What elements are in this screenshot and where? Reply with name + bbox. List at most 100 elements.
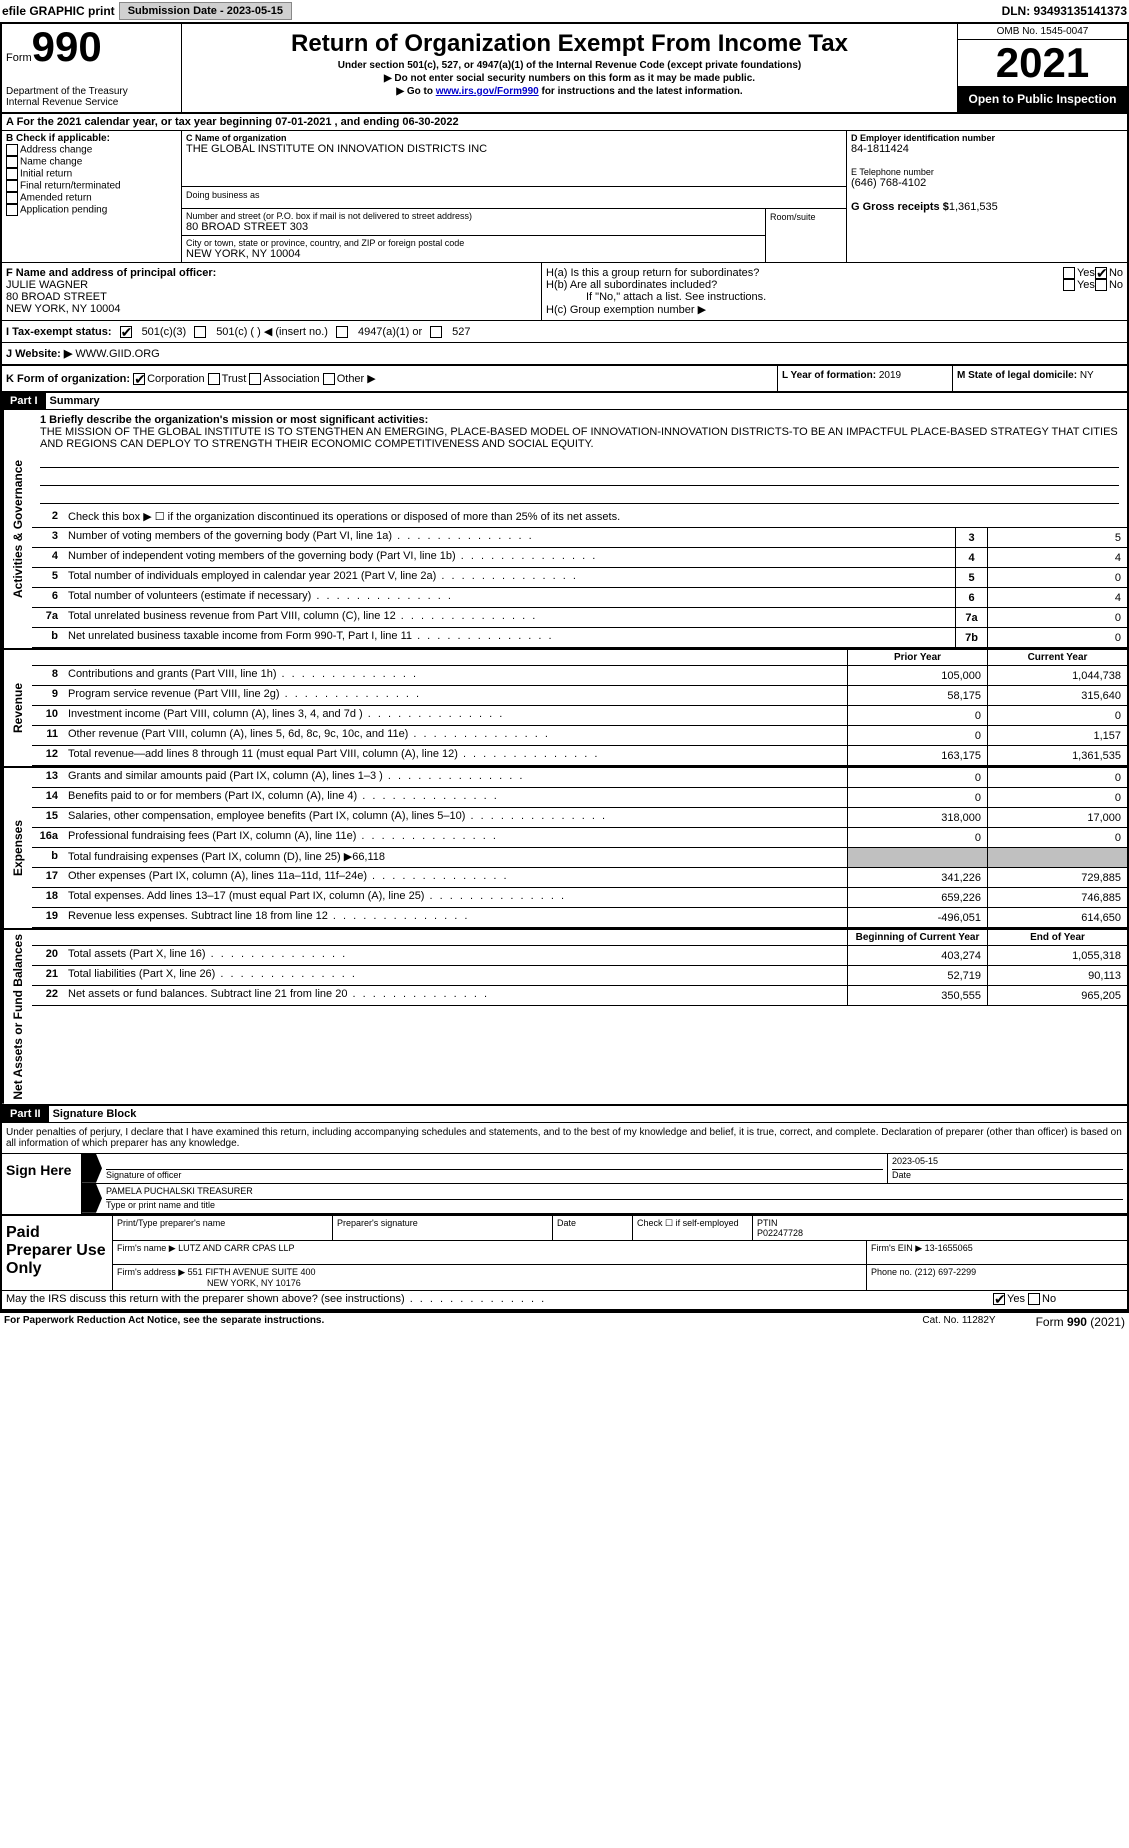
sig-arrow-icon xyxy=(82,1184,102,1213)
summary-line: 19Revenue less expenses. Subtract line 1… xyxy=(32,908,1127,928)
form-subtitle-2: ▶ Do not enter social security numbers o… xyxy=(190,73,949,84)
summary-line: 4Number of independent voting members of… xyxy=(32,548,1127,568)
cb-initial-return[interactable] xyxy=(6,168,18,180)
part1-header: Part I xyxy=(2,393,46,409)
cb-address-change[interactable] xyxy=(6,144,18,156)
cb-pending[interactable] xyxy=(6,204,18,216)
cb-ha-yes[interactable] xyxy=(1063,267,1075,279)
cb-527[interactable] xyxy=(430,326,442,338)
cb-corp[interactable] xyxy=(133,373,145,385)
dln-label: DLN: 93493135141373 xyxy=(1002,4,1127,18)
col-d-ids: D Employer identification number84-18114… xyxy=(847,131,1127,262)
end-year-hdr: End of Year xyxy=(987,930,1127,945)
part2-header: Part II xyxy=(2,1106,49,1122)
cb-hb-yes[interactable] xyxy=(1063,279,1075,291)
h-block: H(a) Is this a group return for subordin… xyxy=(542,263,1127,320)
phone-value: (646) 768-4102 xyxy=(851,177,1123,189)
col-c-org: C Name of organization THE GLOBAL INSTIT… xyxy=(182,131,847,262)
paid-preparer-label: Paid Preparer Use Only xyxy=(2,1216,112,1290)
officer-block: F Name and address of principal officer:… xyxy=(2,263,542,320)
summary-line: 12Total revenue—add lines 8 through 11 (… xyxy=(32,746,1127,766)
part1-title: Summary xyxy=(46,393,104,409)
cb-501c3[interactable] xyxy=(120,326,132,338)
form-id-block: Form990 Department of the TreasuryIntern… xyxy=(2,24,182,112)
page-footer: For Paperwork Reduction Act Notice, see … xyxy=(0,1312,1129,1331)
summary-line: 20Total assets (Part X, line 16)403,2741… xyxy=(32,946,1127,966)
summary-line: 3Number of voting members of the governi… xyxy=(32,528,1127,548)
header-title-block: Return of Organization Exempt From Incom… xyxy=(182,24,957,112)
l-year: L Year of formation: 2019 xyxy=(777,366,952,391)
summary-line: 17Other expenses (Part IX, column (A), l… xyxy=(32,868,1127,888)
summary-line: 6Total number of volunteers (estimate if… xyxy=(32,588,1127,608)
summary-line: 18Total expenses. Add lines 13–17 (must … xyxy=(32,888,1127,908)
submission-date-button[interactable]: Submission Date - 2023-05-15 xyxy=(119,2,292,20)
col-b-checkboxes: B Check if applicable: Address change Na… xyxy=(2,131,182,262)
efile-label: efile GRAPHIC print xyxy=(2,4,115,18)
summary-line: 16aProfessional fundraising fees (Part I… xyxy=(32,828,1127,848)
cb-other[interactable] xyxy=(323,373,335,385)
website-row: J Website: ▶ WWW.GIID.ORG xyxy=(2,343,1127,366)
summary-line: 11Other revenue (Part VIII, column (A), … xyxy=(32,726,1127,746)
side-net: Net Assets or Fund Balances xyxy=(2,930,32,1104)
mission-block: 1 Briefly describe the organization's mi… xyxy=(32,410,1127,508)
summary-line: 9Program service revenue (Part VIII, lin… xyxy=(32,686,1127,706)
dept-label: Department of the TreasuryInternal Reven… xyxy=(6,86,177,108)
officer-name: PAMELA PUCHALSKI TREASURER xyxy=(106,1186,1123,1200)
side-governance: Activities & Governance xyxy=(2,410,32,648)
sign-here-label: Sign Here xyxy=(2,1154,82,1214)
sig-arrow-icon xyxy=(82,1154,102,1183)
firm-phone: (212) 697-2299 xyxy=(915,1267,977,1277)
row-a: A For the 2021 calendar year, or tax yea… xyxy=(2,114,1127,131)
summary-line: 7aTotal unrelated business revenue from … xyxy=(32,608,1127,628)
cb-final-return[interactable] xyxy=(6,180,18,192)
org-name: THE GLOBAL INSTITUTE ON INNOVATION DISTR… xyxy=(186,143,842,155)
cb-4947[interactable] xyxy=(336,326,348,338)
summary-line: bNet unrelated business taxable income f… xyxy=(32,628,1127,648)
ptin-value: P02247728 xyxy=(757,1228,1123,1238)
firm-name: LUTZ AND CARR CPAS LLP xyxy=(178,1243,294,1253)
cb-501c[interactable] xyxy=(194,326,206,338)
prior-year-hdr: Prior Year xyxy=(847,650,987,665)
beg-year-hdr: Beginning of Current Year xyxy=(847,930,987,945)
summary-line: 15Salaries, other compensation, employee… xyxy=(32,808,1127,828)
summary-line: 22Net assets or fund balances. Subtract … xyxy=(32,986,1127,1006)
cb-amended[interactable] xyxy=(6,192,18,204)
summary-line: 5Total number of individuals employed in… xyxy=(32,568,1127,588)
current-year-hdr: Current Year xyxy=(987,650,1127,665)
m-state: M State of legal domicile: NY xyxy=(952,366,1127,391)
tax-status-row: I Tax-exempt status: 501(c)(3) 501(c) ( … xyxy=(2,321,1127,343)
org-address: 80 BROAD STREET 303 xyxy=(186,221,761,233)
cb-discuss-yes[interactable] xyxy=(993,1293,1005,1305)
summary-line: 8Contributions and grants (Part VIII, li… xyxy=(32,666,1127,686)
website-value: WWW.GIID.ORG xyxy=(75,348,159,360)
irs-link[interactable]: www.irs.gov/Form990 xyxy=(436,86,539,97)
cb-assoc[interactable] xyxy=(249,373,261,385)
form-subtitle-1: Under section 501(c), 527, or 4947(a)(1)… xyxy=(190,60,949,71)
omb-label: OMB No. 1545-0047 xyxy=(958,24,1127,40)
gross-receipts: 1,361,535 xyxy=(949,201,998,213)
form-title: Return of Organization Exempt From Incom… xyxy=(190,30,949,58)
tax-year: 2021 xyxy=(958,40,1127,86)
firm-ein: 13-1655065 xyxy=(925,1243,973,1253)
summary-line: 10Investment income (Part VIII, column (… xyxy=(32,706,1127,726)
cb-ha-no[interactable] xyxy=(1095,267,1107,279)
cb-name-change[interactable] xyxy=(6,156,18,168)
cb-trust[interactable] xyxy=(208,373,220,385)
part2-title: Signature Block xyxy=(49,1106,141,1122)
summary-line: 13Grants and similar amounts paid (Part … xyxy=(32,768,1127,788)
form-subtitle-3: ▶ Go to www.irs.gov/Form990 for instruct… xyxy=(190,86,949,97)
summary-line: bTotal fundraising expenses (Part IX, co… xyxy=(32,848,1127,868)
header-right-block: OMB No. 1545-0047 2021 Open to Public In… xyxy=(957,24,1127,112)
ein-value: 84-1811424 xyxy=(851,143,1123,155)
k-form-org: K Form of organization: Corporation Trus… xyxy=(2,366,777,391)
form-number: 990 xyxy=(32,23,102,70)
side-expenses: Expenses xyxy=(2,768,32,928)
inspection-badge: Open to Public Inspection xyxy=(958,86,1127,112)
sig-declaration: Under penalties of perjury, I declare th… xyxy=(2,1123,1127,1154)
summary-line: 14Benefits paid to or for members (Part … xyxy=(32,788,1127,808)
org-city: NEW YORK, NY 10004 xyxy=(186,248,761,260)
form-label: Form xyxy=(6,52,32,64)
discuss-question: May the IRS discuss this return with the… xyxy=(2,1291,987,1309)
cb-hb-no[interactable] xyxy=(1095,279,1107,291)
cb-discuss-no[interactable] xyxy=(1028,1293,1040,1305)
